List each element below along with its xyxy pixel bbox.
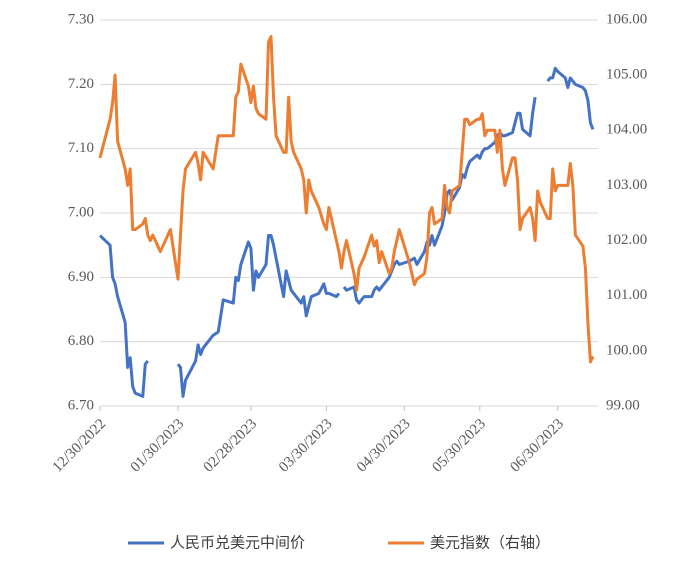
series-line xyxy=(98,66,595,398)
series-line xyxy=(98,35,595,364)
y-tick-label: 7.00 xyxy=(68,204,94,220)
y-tick-label: 7.10 xyxy=(68,140,94,156)
x-tick-label: 06/30/2023 xyxy=(507,416,567,476)
y2-tick-label: 103.00 xyxy=(606,177,647,193)
y2-tick-label: 104.00 xyxy=(606,122,647,138)
y2-tick-label: 102.00 xyxy=(606,232,647,248)
y-tick-label: 6.70 xyxy=(68,397,94,413)
y2-tick-label: 100.00 xyxy=(606,342,647,358)
y-tick-label: 7.20 xyxy=(68,76,94,92)
legend-label: 人民币兑美元中间价 xyxy=(170,534,305,552)
y-tick-label: 6.80 xyxy=(68,333,94,349)
y-tick-label: 7.30 xyxy=(68,11,94,27)
x-tick-label: 03/30/2023 xyxy=(276,416,336,476)
x-tick-label: 02/28/2023 xyxy=(201,416,261,476)
y2-tick-label: 105.00 xyxy=(606,67,647,83)
x-tick-label: 12/30/2022 xyxy=(50,416,110,476)
x-tick-label: 01/30/2023 xyxy=(128,416,188,476)
y-tick-label: 6.90 xyxy=(68,269,94,285)
y2-tick-label: 106.00 xyxy=(606,11,647,27)
x-tick-label: 05/30/2023 xyxy=(429,416,489,476)
legend-label: 美元指数（右轴） xyxy=(430,534,550,552)
x-tick-label: 04/30/2023 xyxy=(354,416,414,476)
y2-tick-label: 99.00 xyxy=(606,397,640,413)
y2-tick-label: 101.00 xyxy=(606,287,647,303)
